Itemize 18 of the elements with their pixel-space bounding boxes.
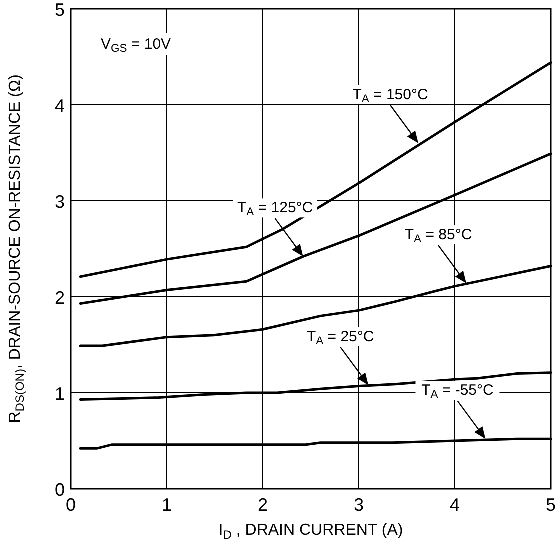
y-tick-label: 4 (54, 96, 65, 116)
y-tick-label: 5 (54, 0, 65, 20)
x-tick-label: 4 (450, 495, 460, 515)
y-tick-label: 1 (54, 384, 65, 404)
annotation: T$_{A}$ = 85°C (404, 226, 472, 246)
y-tick-label: 0 (54, 480, 65, 500)
annotation: T$_{A}$ = -55°C (422, 382, 494, 402)
annotation: V$_{GS}$ = 10V (101, 36, 172, 56)
x-tick-label: 3 (354, 495, 364, 515)
annotation: T$_{A}$ = 25°C (306, 328, 374, 348)
annotation: T$_{A}$ = 125°C (238, 200, 314, 219)
x-axis-title: I$_{D}$ , DRAIN CURRENT (A) (218, 522, 404, 542)
y-tick-label: 2 (54, 288, 65, 308)
x-tick-label: 5 (546, 495, 556, 515)
y-tick-label: 3 (54, 192, 65, 212)
x-tick-label: 1 (162, 495, 172, 515)
annotation: T$_{A}$ = 150°C (352, 86, 429, 106)
x-tick-label: 2 (258, 495, 268, 515)
